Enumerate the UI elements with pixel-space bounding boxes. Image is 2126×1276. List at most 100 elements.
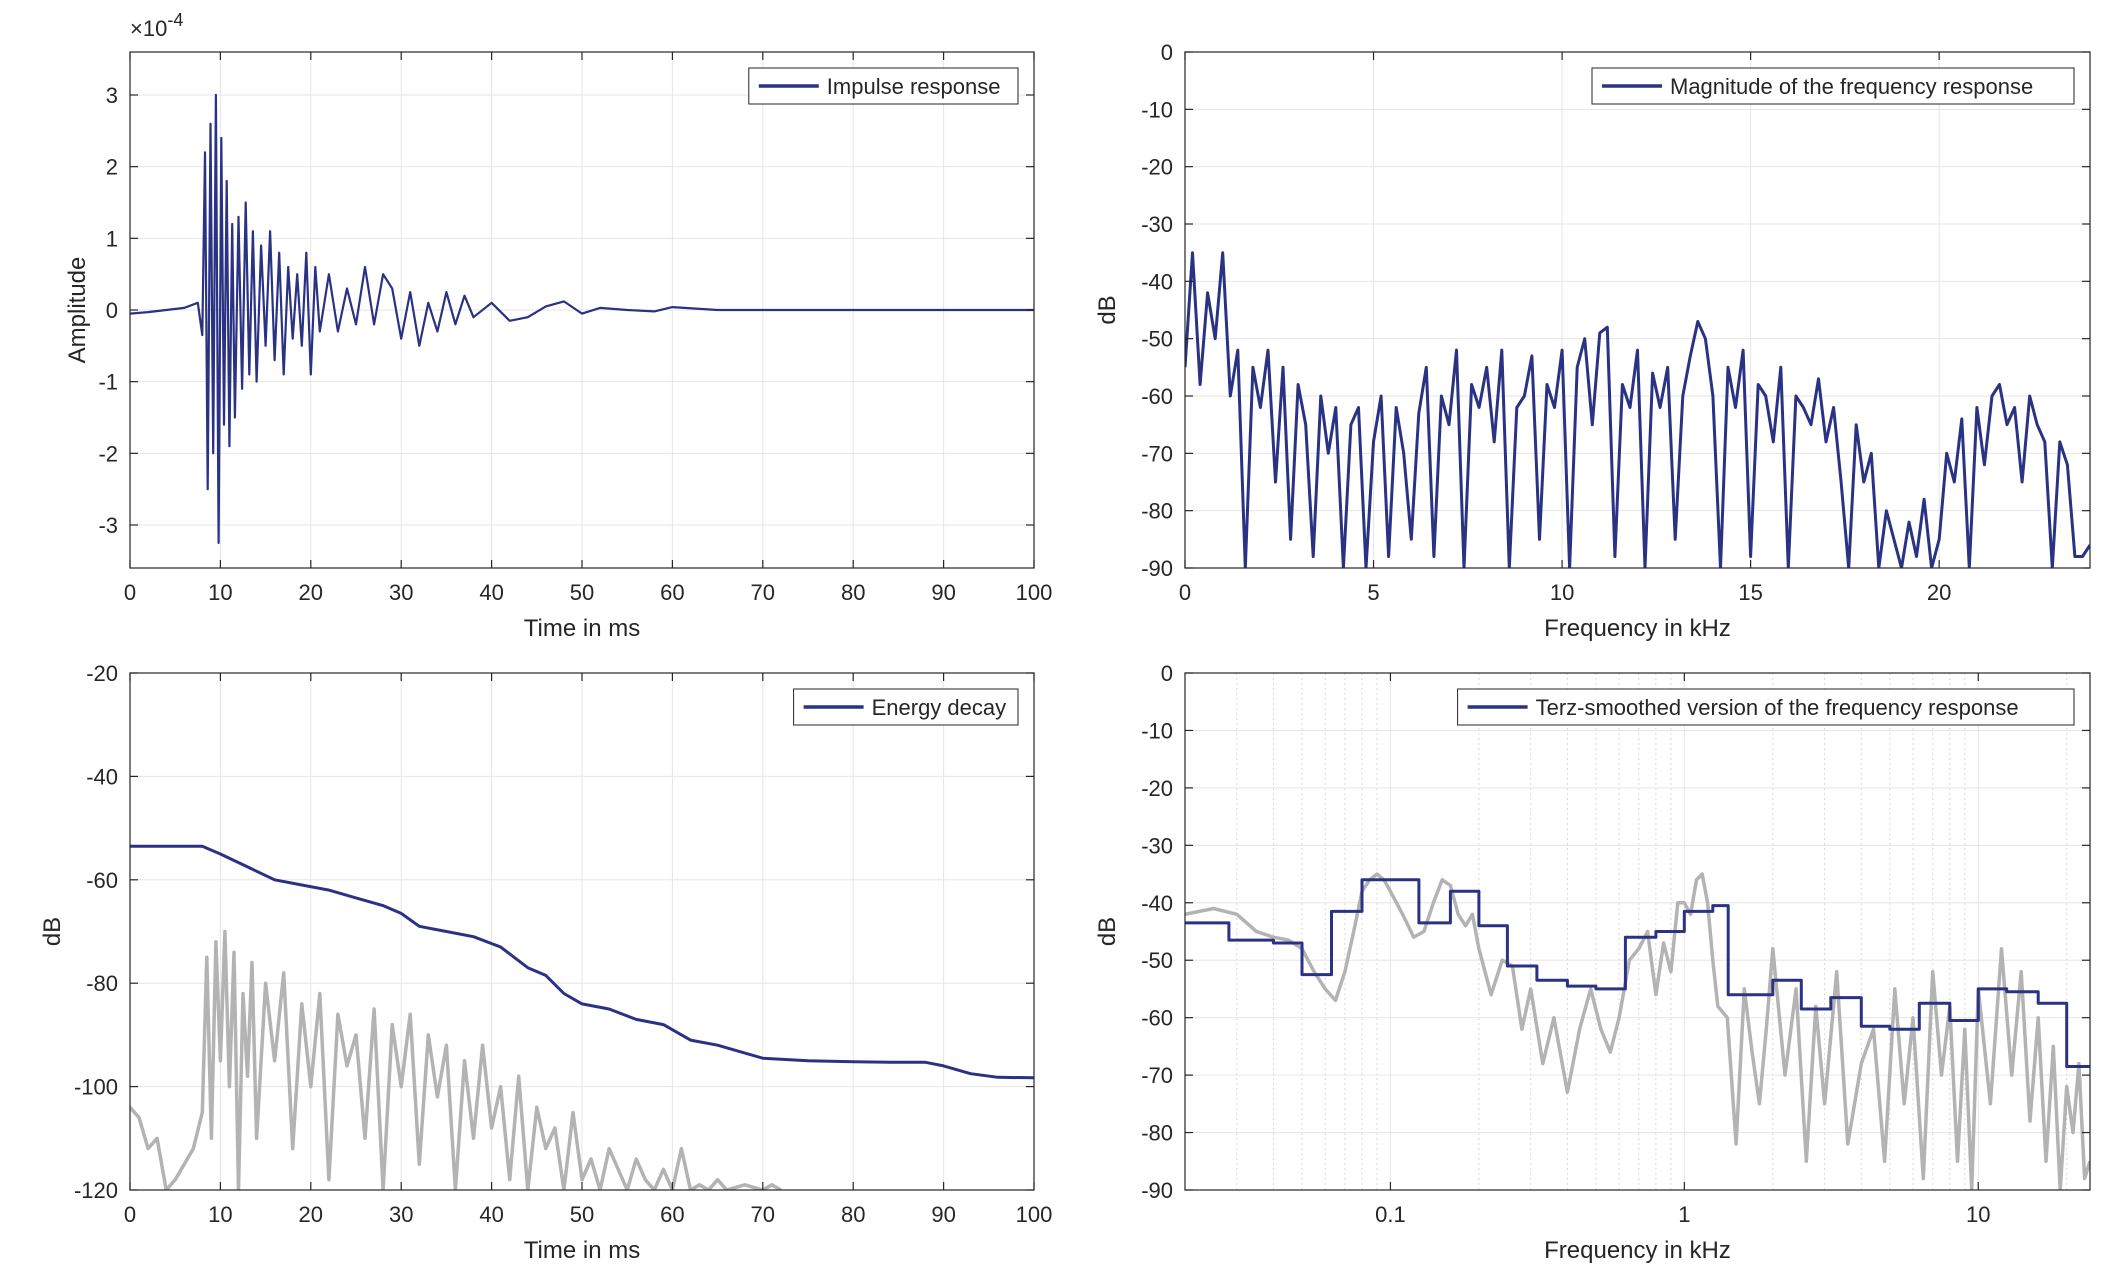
x-tick-label: 0 [124, 580, 136, 605]
y-multiplier-exponent: -4 [167, 10, 183, 30]
legend-label: Terz-smoothed version of the frequency r… [1536, 695, 2019, 720]
y-axis-label: Amplitude [64, 257, 91, 364]
y-tick-label: -40 [1141, 269, 1173, 294]
y-tick-label: 2 [106, 155, 118, 180]
plot-area [1185, 52, 2090, 568]
x-tick-label: 20 [299, 580, 323, 605]
y-tick-label: -50 [1141, 327, 1173, 352]
y-tick-label: 3 [106, 83, 118, 108]
series-line-gray-1 [130, 929, 782, 1190]
x-tick-label: 5 [1367, 580, 1379, 605]
y-tick-label: 0 [1161, 661, 1173, 686]
axes-box [1184, 51, 2091, 569]
series-line-magnitude-of-the-frequency-response [1185, 251, 2090, 568]
y-tick-label: -1 [98, 370, 118, 395]
y-tick-label: -90 [1141, 1178, 1173, 1203]
x-tick-label: 10 [208, 580, 232, 605]
x-tick-label: 1 [1678, 1202, 1690, 1227]
legend-label: Magnitude of the frequency response [1670, 74, 2033, 99]
series-line-gray-1 [1185, 872, 2090, 1190]
y-tick-label: -10 [1141, 97, 1173, 122]
y-tick-label: -70 [1141, 441, 1173, 466]
y-tick-label: -60 [86, 868, 118, 893]
chart-magnitude: 0 5 10 15 20 0 -10 -20 -30 -40 -50 -60 -70 -80 -90 Freq… [1094, 40, 2091, 642]
x-tick-label: 0 [124, 1202, 136, 1227]
y-tick-label: -20 [1141, 155, 1173, 180]
x-tick-label: 70 [751, 580, 775, 605]
y-multiplier: ×10-4 [130, 10, 183, 41]
y-tick-label: -2 [98, 441, 118, 466]
x-axis-label: Frequency in kHz [1544, 1237, 1731, 1264]
chart-terz: 0.1 1 10 0 -10 -20 -30 -40 -50 -60 -70 -80 -90 Freque… [1094, 661, 2091, 1264]
x-axis-label: Frequency in kHz [1544, 615, 1731, 642]
y-tick-label: -3 [98, 513, 118, 538]
y-axis-label: dB [39, 917, 66, 946]
x-tick-label: 30 [389, 580, 413, 605]
y-tick-label: -40 [1141, 891, 1173, 916]
x-tick-label: 90 [931, 580, 955, 605]
x-tick-label: 0 [1179, 580, 1191, 605]
legend-box [1457, 688, 2075, 726]
x-tick-label: 50 [570, 580, 594, 605]
y-tick-label: 0 [1161, 40, 1173, 65]
y-tick-label: -60 [1141, 1006, 1173, 1031]
x-tick-label: 90 [931, 1202, 955, 1227]
y-tick-label: -120 [74, 1178, 118, 1203]
y-tick-label: -60 [1141, 384, 1173, 409]
y-tick-label: -70 [1141, 1063, 1173, 1088]
x-tick-label: 40 [479, 580, 503, 605]
y-tick-label: -20 [1141, 776, 1173, 801]
series-line-impulse-response [130, 93, 1034, 544]
x-tick-label: 80 [841, 580, 865, 605]
x-tick-label: 0.1 [1375, 1202, 1406, 1227]
plot-area [1185, 673, 2090, 1190]
x-tick-label: 20 [299, 1202, 323, 1227]
legend: Magnitude of the frequency response [1591, 67, 2075, 105]
ticks: 0.1 1 10 0 -10 -20 -30 -40 -50 -60 -70 -80 -90 [1141, 661, 2090, 1227]
y-tick-label: 1 [106, 226, 118, 251]
x-axis-label: Time in ms [524, 615, 640, 642]
y-tick-label: -90 [1141, 556, 1173, 581]
axes-box [1184, 672, 2091, 1191]
legend-label: Energy decay [872, 695, 1007, 720]
y-tick-label: -80 [86, 971, 118, 996]
x-tick-label: 100 [1016, 1202, 1053, 1227]
x-tick-label: 60 [660, 580, 684, 605]
x-tick-label: 30 [389, 1202, 413, 1227]
legend-box [1591, 67, 2075, 105]
x-tick-label: 70 [751, 1202, 775, 1227]
x-tick-label: 50 [570, 1202, 594, 1227]
y-tick-label: -80 [1141, 499, 1173, 524]
x-axis-label: Time in ms [524, 1237, 640, 1264]
x-tick-label: 100 [1016, 580, 1053, 605]
y-tick-label: -30 [1141, 833, 1173, 858]
y-tick-label: -100 [74, 1075, 118, 1100]
x-tick-label: 10 [1550, 580, 1574, 605]
x-tick-label: 15 [1738, 580, 1762, 605]
ticks: 0 10 20 30 40 50 60 70 80 90 100 -20 -40 -60 -80 -100 -1… [74, 661, 1052, 1227]
x-tick-label: 80 [841, 1202, 865, 1227]
legend: Impulse response [748, 67, 1019, 105]
series-line-energy-decay [130, 844, 1034, 1080]
y-axis-label: dB [1094, 917, 1121, 946]
series-line-terz-smoothed-version-of-the-frequency-response [1185, 878, 2090, 1068]
x-tick-label: 10 [1966, 1202, 1990, 1227]
legend-label: Impulse response [827, 74, 1001, 99]
legend: Energy decay [793, 688, 1019, 726]
chart-energy: 0 10 20 30 40 50 60 70 80 90 100 -20 -40 -60 -80 -100 -1… [39, 661, 1052, 1264]
y-tick-label: -80 [1141, 1121, 1173, 1146]
x-tick-label: 60 [660, 1202, 684, 1227]
y-axis-label: dB [1094, 295, 1121, 324]
x-tick-label: 10 [208, 1202, 232, 1227]
y-tick-label: -20 [86, 661, 118, 686]
ticks: 0 5 10 15 20 0 -10 -20 -30 -40 -50 -60 -70 -80 -90 [1141, 40, 2090, 605]
y-tick-label: -40 [86, 764, 118, 789]
legend: Terz-smoothed version of the frequency r… [1457, 688, 2075, 726]
x-tick-label: 40 [479, 1202, 503, 1227]
y-tick-label: -10 [1141, 718, 1173, 743]
x-tick-label: 20 [1927, 580, 1951, 605]
y-tick-label: 0 [106, 298, 118, 323]
chart-impulse: 0 10 20 30 40 50 60 70 80 90 1003210-1-2-3×10-4Tim… [64, 10, 1052, 642]
